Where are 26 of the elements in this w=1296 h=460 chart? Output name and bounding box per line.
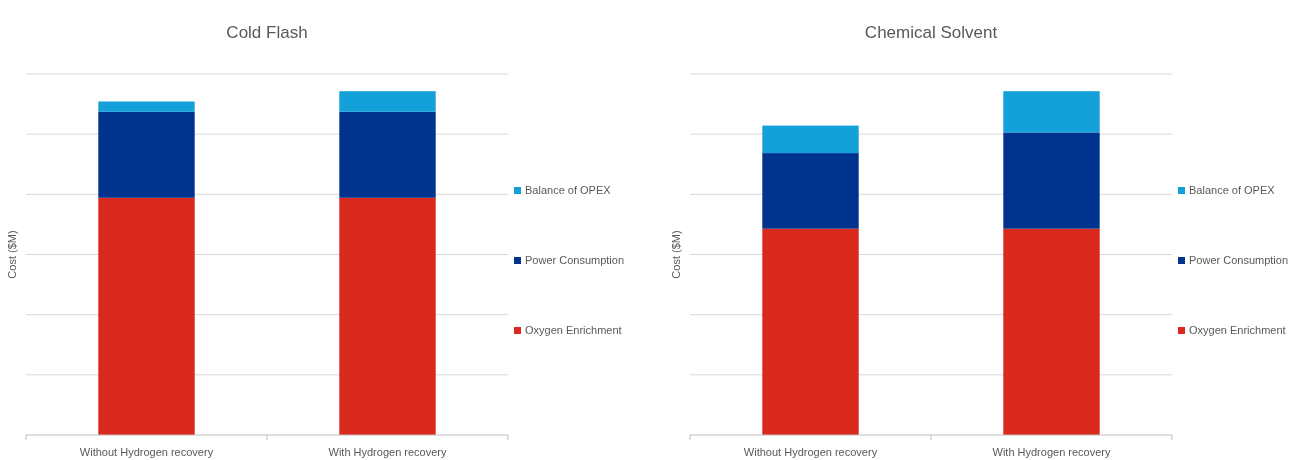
bar: [1003, 91, 1100, 133]
legend-label: Oxygen Enrichment: [1189, 324, 1286, 336]
bar: [762, 153, 859, 229]
chart-title: Cold Flash: [226, 23, 308, 42]
chart-title: Chemical Solvent: [864, 23, 998, 42]
bar: [339, 197, 436, 435]
x-tick-label: Without Hydrogen recovery: [79, 446, 214, 458]
bar: [762, 125, 859, 154]
legend-label: Power Consumption: [1189, 254, 1289, 266]
bar: [98, 197, 195, 435]
bar: [1003, 132, 1100, 229]
legend-label: Balance of OPEX: [525, 184, 612, 196]
x-tick-label: With Hydrogen recovery: [328, 446, 447, 458]
legend-label: Power Consumption: [525, 254, 625, 266]
legend-label: Oxygen Enrichment: [525, 324, 622, 336]
bar: [339, 111, 436, 198]
y-axis-title: Cost ($M): [670, 230, 682, 279]
x-tick-label: With Hydrogen recovery: [992, 446, 1111, 458]
x-tick-label: Without Hydrogen recovery: [743, 446, 878, 458]
bar: [1003, 228, 1100, 435]
bar: [98, 101, 195, 112]
bar: [762, 228, 859, 435]
bar: [339, 91, 436, 112]
y-axis-title: Cost ($M): [6, 230, 18, 279]
legend-label: Balance of OPEX: [1189, 184, 1276, 196]
bar: [98, 111, 195, 198]
